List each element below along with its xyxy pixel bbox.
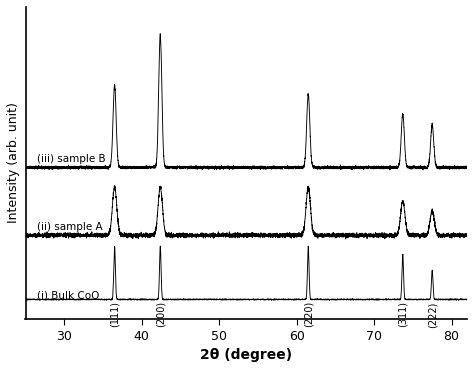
X-axis label: 2θ (degree): 2θ (degree) (200, 348, 292, 362)
Text: (222): (222) (427, 301, 437, 328)
Text: (311): (311) (398, 301, 408, 327)
Text: (i) Bulk CoO: (i) Bulk CoO (37, 290, 100, 300)
Text: (ii) sample A: (ii) sample A (37, 222, 103, 232)
Text: (111): (111) (109, 301, 119, 327)
Text: (200): (200) (155, 301, 165, 327)
Text: (iii) sample B: (iii) sample B (37, 154, 106, 164)
Y-axis label: Intensity (arb. unit): Intensity (arb. unit) (7, 103, 20, 224)
Text: (220): (220) (303, 301, 313, 328)
